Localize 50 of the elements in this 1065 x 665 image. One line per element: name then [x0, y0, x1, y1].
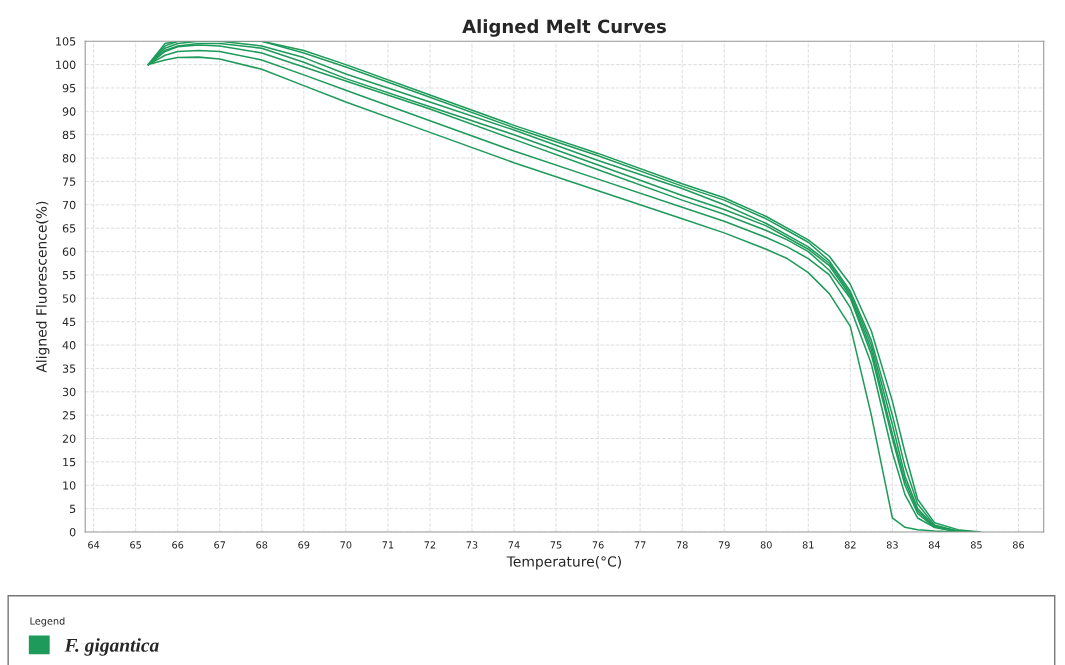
x-tick-label: 66 — [172, 541, 184, 549]
y-tick-label: 90 — [62, 107, 76, 116]
x-tick-label: 76 — [592, 541, 604, 549]
x-axis-title: Temperature(°C) — [506, 556, 621, 570]
y-tick-label: 55 — [62, 271, 76, 280]
x-tick-label: 81 — [802, 541, 814, 549]
y-tick-label: 0 — [69, 527, 76, 537]
y-tick-label: 30 — [62, 387, 76, 397]
x-tick-label: 64 — [88, 541, 100, 549]
x-tick-label: 84 — [928, 541, 941, 549]
x-tick-label: 86 — [1012, 541, 1025, 549]
x-tick-label: 65 — [130, 541, 141, 549]
x-tick-label: 68 — [256, 541, 268, 549]
y-tick-label: 25 — [62, 411, 76, 420]
y-tick-label: 50 — [62, 294, 76, 303]
y-tick-label: 60 — [62, 247, 76, 256]
y-tick-label: 20 — [62, 434, 76, 443]
y-tick-label: 5 — [69, 504, 76, 514]
y-tick-label: 10 — [63, 481, 76, 490]
y-tick-label: 105 — [56, 37, 76, 46]
y-tick-label: 40 — [62, 341, 76, 350]
x-tick-label: 74 — [508, 541, 520, 549]
y-tick-label: 80 — [62, 154, 76, 163]
x-tick-label: 67 — [214, 541, 226, 549]
x-tick-label: 82 — [844, 541, 856, 549]
x-tick-label: 85 — [970, 541, 982, 549]
y-tick-label: 65 — [62, 224, 76, 233]
x-tick-label: 71 — [382, 541, 394, 549]
y-axis-title: Aligned Fluorescence(%) — [35, 201, 50, 373]
x-tick-label: 72 — [424, 541, 436, 549]
y-tick-label: 95 — [62, 83, 76, 93]
legend-title: Legend — [30, 617, 65, 627]
y-tick-label: 15 — [63, 458, 76, 467]
x-tick-label: 78 — [676, 541, 688, 549]
y-tick-label: 35 — [62, 364, 76, 373]
y-tick-label: 45 — [62, 317, 76, 327]
x-tick-label: 70 — [340, 541, 352, 549]
chart-title: Aligned Melt Curves — [462, 19, 666, 37]
legend-label: F. gigantica — [64, 638, 159, 656]
y-tick-label: 85 — [62, 130, 76, 140]
x-tick-label: 73 — [466, 541, 478, 549]
y-tick-label: 75 — [62, 177, 76, 186]
x-tick-label: 83 — [886, 541, 898, 549]
y-tick-label: 70 — [62, 200, 76, 210]
x-tick-label: 79 — [718, 541, 730, 549]
y-tick-label: 100 — [56, 60, 76, 69]
x-tick-label: 80 — [760, 541, 772, 549]
x-tick-label: 69 — [298, 541, 310, 549]
x-tick-label: 75 — [550, 541, 562, 549]
x-tick-label: 77 — [634, 541, 646, 549]
